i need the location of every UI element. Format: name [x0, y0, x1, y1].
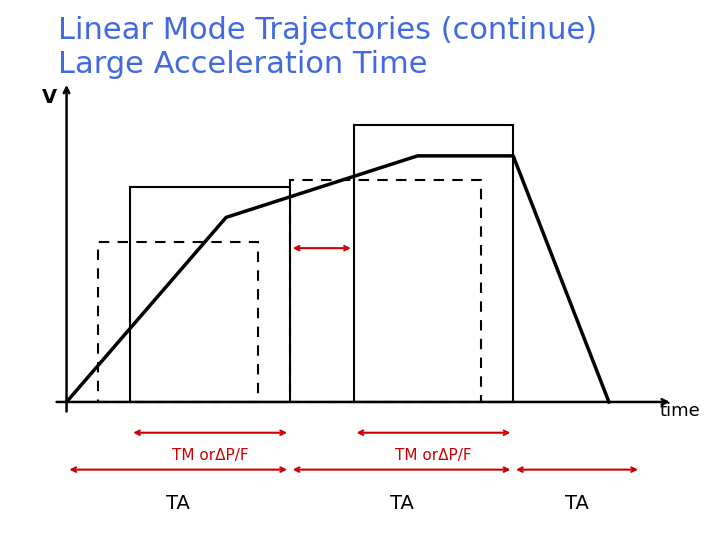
Bar	[99, 242, 258, 402]
Bar	[290, 180, 481, 402]
Text: TA: TA	[390, 494, 413, 513]
Text: Linear Mode Trajectories (continue)
Large Acceleration Time: Linear Mode Trajectories (continue) Larg…	[58, 16, 597, 79]
Text: TM orΔP/F: TM orΔP/F	[172, 448, 248, 463]
Text: TA: TA	[565, 494, 589, 513]
Bar	[130, 187, 290, 402]
Text: time: time	[660, 402, 701, 420]
Text: TA: TA	[166, 494, 190, 513]
Text: TM orΔP/F: TM orΔP/F	[395, 448, 472, 463]
Bar	[354, 125, 513, 402]
Text: V: V	[42, 87, 57, 107]
